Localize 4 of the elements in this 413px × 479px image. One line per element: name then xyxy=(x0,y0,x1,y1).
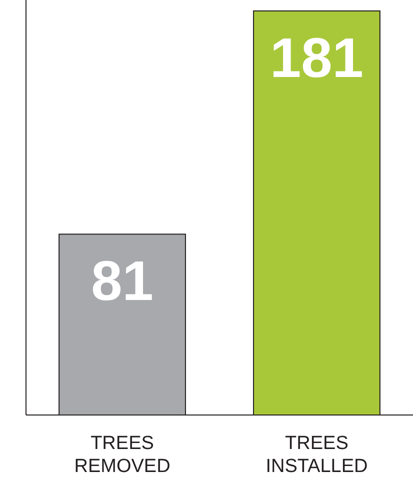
x-tick-label: TREES INSTALLED xyxy=(266,433,368,477)
data-label: 181 xyxy=(270,26,364,89)
x-tick-label: TREES REMOVED xyxy=(74,433,170,477)
data-label: 81 xyxy=(91,249,154,312)
